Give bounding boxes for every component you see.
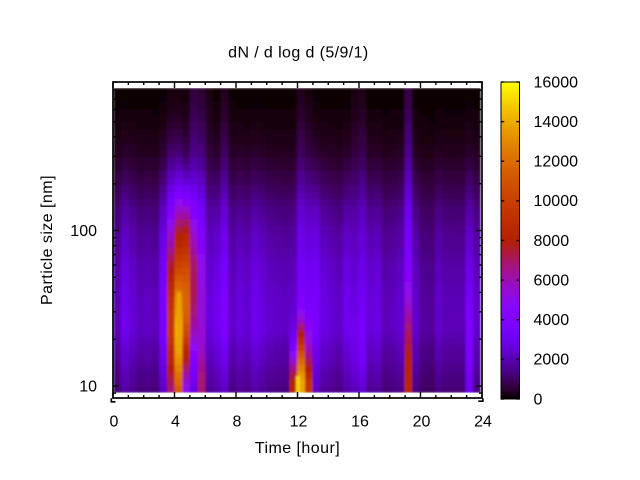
svg-text:16000: 16000 xyxy=(534,74,579,91)
svg-text:Time [hour]: Time [hour] xyxy=(255,440,340,457)
svg-text:12: 12 xyxy=(290,414,308,431)
svg-text:14000: 14000 xyxy=(534,114,579,131)
svg-text:8: 8 xyxy=(233,414,242,431)
svg-text:Particle size [nm]: Particle size [nm] xyxy=(39,175,56,305)
svg-text:8000: 8000 xyxy=(534,233,570,250)
svg-text:16: 16 xyxy=(351,414,369,431)
svg-text:12000: 12000 xyxy=(534,154,579,171)
svg-text:20: 20 xyxy=(413,414,431,431)
svg-text:0: 0 xyxy=(534,391,543,408)
svg-text:100: 100 xyxy=(70,223,97,240)
svg-text:dN / d log d (5/9/1): dN / d log d (5/9/1) xyxy=(228,45,369,62)
svg-text:4: 4 xyxy=(171,414,180,431)
svg-text:2000: 2000 xyxy=(534,352,570,369)
svg-text:4000: 4000 xyxy=(534,312,570,329)
svg-text:6000: 6000 xyxy=(534,272,570,289)
svg-text:10: 10 xyxy=(79,378,97,395)
svg-text:10000: 10000 xyxy=(534,193,579,210)
svg-text:0: 0 xyxy=(110,414,119,431)
svg-text:24: 24 xyxy=(474,414,492,431)
